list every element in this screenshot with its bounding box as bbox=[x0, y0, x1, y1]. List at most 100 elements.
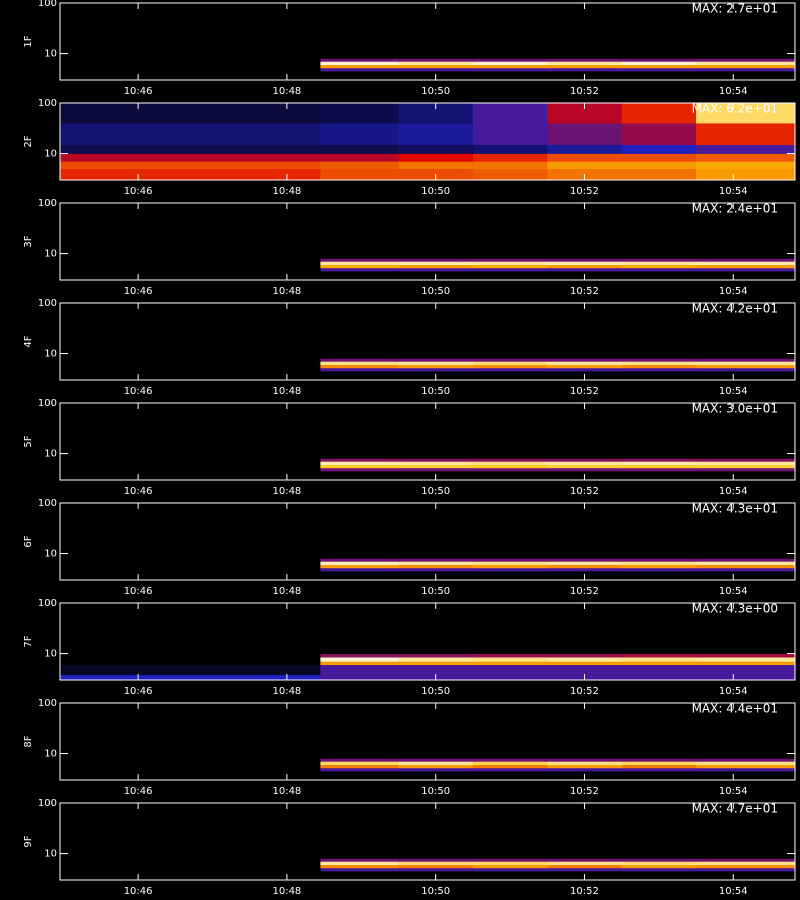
x-tick-label: 10:52 bbox=[570, 786, 599, 797]
heatmap-cell bbox=[60, 103, 321, 124]
heatmap-cell bbox=[696, 364, 796, 369]
heatmap-cell bbox=[472, 653, 548, 658]
heatmap-cell bbox=[60, 558, 321, 562]
heatmap-cell bbox=[472, 867, 548, 872]
x-tick-label: 10:46 bbox=[124, 86, 153, 97]
heatmap-cell bbox=[398, 203, 474, 259]
x-tick-label: 10:52 bbox=[570, 86, 599, 97]
heatmap-cell bbox=[398, 153, 474, 162]
heatmap-cell bbox=[60, 123, 321, 145]
heatmap-cell bbox=[320, 571, 399, 581]
heatmap-cell bbox=[60, 653, 321, 658]
heatmap-cell bbox=[621, 867, 697, 872]
heatmap-cell bbox=[696, 858, 796, 862]
heatmap-cell bbox=[547, 64, 623, 69]
plot-frame bbox=[59, 702, 796, 781]
heatmap-cell bbox=[472, 558, 548, 562]
heatmap-cell bbox=[547, 764, 623, 769]
heatmap-cell bbox=[547, 858, 623, 862]
heatmap-cell bbox=[320, 264, 399, 269]
x-tick-label: 10:52 bbox=[570, 386, 599, 397]
x-tick-label: 10:46 bbox=[124, 286, 153, 297]
heatmap-cell bbox=[696, 653, 796, 658]
heatmap-cell bbox=[398, 561, 474, 566]
heatmap-cell bbox=[320, 403, 399, 459]
heatmap-cell bbox=[621, 367, 697, 372]
heatmap-cell bbox=[398, 367, 474, 372]
heatmap-cell bbox=[696, 767, 796, 772]
heatmap-cell bbox=[320, 261, 399, 266]
heatmap-cell bbox=[696, 503, 796, 559]
heatmap-cell bbox=[320, 364, 399, 369]
heatmap-cell bbox=[547, 358, 623, 362]
heatmap-cell bbox=[472, 367, 548, 372]
heatmap-cell bbox=[60, 871, 321, 881]
heatmap-cell bbox=[60, 71, 321, 81]
heatmap-cell bbox=[398, 364, 474, 369]
heatmap-cell bbox=[60, 58, 321, 62]
heatmap-cell bbox=[696, 103, 796, 124]
y-axis-label: 2F bbox=[23, 135, 34, 147]
plot-frame bbox=[59, 102, 796, 181]
x-tick-label: 10:46 bbox=[124, 686, 153, 697]
max-annotation: MAX: 2.4e+01 bbox=[692, 202, 778, 216]
heatmap-cell bbox=[696, 3, 796, 59]
heatmap-cell bbox=[696, 264, 796, 269]
heatmap-cell bbox=[621, 858, 697, 862]
heatmap-cell bbox=[320, 358, 399, 362]
x-tick-label: 10:48 bbox=[272, 386, 301, 397]
y-axis-label: 9F bbox=[23, 835, 34, 847]
heatmap-cell bbox=[472, 168, 548, 181]
heatmap-cell bbox=[696, 761, 796, 766]
y-tick-label: 100 bbox=[38, 698, 57, 709]
heatmap-cell bbox=[472, 461, 548, 466]
heatmap-cell bbox=[398, 467, 474, 472]
heatmap-cell bbox=[472, 771, 548, 781]
y-axis-label: 1F bbox=[23, 35, 34, 47]
heatmap-cell bbox=[320, 661, 399, 666]
heatmap-cell bbox=[696, 564, 796, 569]
heatmap-cell bbox=[472, 61, 548, 66]
heatmap-cell bbox=[398, 161, 474, 170]
heatmap-cell bbox=[320, 758, 399, 762]
heatmap-cell bbox=[621, 657, 697, 662]
heatmap-cell bbox=[547, 464, 623, 469]
heatmap-cell bbox=[696, 267, 796, 272]
heatmap-cell bbox=[621, 168, 697, 181]
heatmap-cell bbox=[547, 161, 623, 170]
heatmap-cell bbox=[472, 861, 548, 866]
heatmap-cell bbox=[60, 467, 321, 472]
heatmap-cell bbox=[472, 657, 548, 662]
y-tick-label: 10 bbox=[44, 349, 57, 360]
heatmap-cell bbox=[621, 603, 697, 654]
heatmap-cell bbox=[398, 858, 474, 862]
panel: 10:46 10:48 10:50 10:52 10:54 10 100 7F MAX: 4.3… bbox=[23, 598, 796, 697]
heatmap-cell bbox=[696, 358, 796, 362]
heatmap-cell bbox=[320, 61, 399, 66]
heatmap-cell bbox=[320, 303, 399, 359]
heatmap-cell bbox=[60, 153, 321, 162]
heatmap-cell bbox=[472, 267, 548, 272]
heatmap-cell bbox=[60, 571, 321, 581]
heatmap-cell bbox=[472, 58, 548, 62]
heatmap-cell bbox=[472, 161, 548, 170]
heatmap-cell bbox=[547, 264, 623, 269]
heatmap-cell bbox=[320, 558, 399, 562]
plot-frame bbox=[59, 302, 796, 381]
heatmap-cell bbox=[472, 664, 548, 676]
heatmap-cell bbox=[320, 657, 399, 662]
x-tick-label: 10:50 bbox=[421, 886, 450, 897]
heatmap-cell bbox=[320, 203, 399, 259]
plot-frame bbox=[59, 202, 796, 281]
heatmap-cell bbox=[621, 861, 697, 866]
x-tick-label: 10:48 bbox=[272, 486, 301, 497]
heatmap-cell bbox=[547, 203, 623, 259]
heatmap-cell bbox=[320, 561, 399, 566]
heatmap-cell bbox=[547, 867, 623, 872]
heatmap-cell bbox=[547, 361, 623, 366]
heatmap-cell bbox=[320, 664, 399, 676]
y-tick-label: 10 bbox=[44, 449, 57, 460]
heatmap-cell bbox=[320, 71, 399, 81]
heatmap-cell bbox=[60, 864, 321, 869]
heatmap-cell bbox=[60, 258, 321, 262]
